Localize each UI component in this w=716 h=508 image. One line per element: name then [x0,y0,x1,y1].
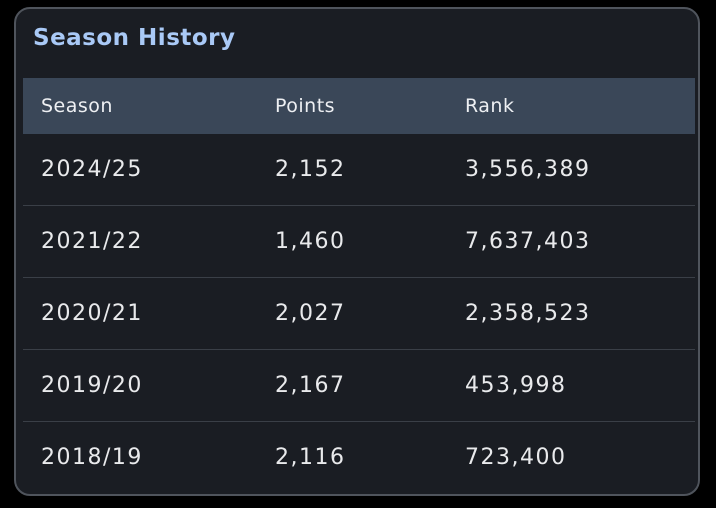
table-cell: 1,460 [275,229,346,254]
table-cell: 2,152 [275,157,346,182]
table-cell: 723,400 [465,445,567,470]
table-cell: 3,556,389 [465,157,591,182]
table-row: 2018/19 2,116 723,400 [23,422,695,493]
header-row: Season Points Rank [23,78,695,134]
card-title: Season History [33,25,236,51]
table-cell: 2,167 [275,373,346,398]
table-cell: 2,027 [275,301,346,326]
table-cell: 2019/20 [41,373,143,398]
table-cell: 2,358,523 [465,301,591,326]
column-header: Season [41,95,113,117]
table-row: 2024/25 2,152 3,556,389 [23,134,695,206]
table-row: 2021/22 1,460 7,637,403 [23,206,695,278]
table-cell: 2020/21 [41,301,143,326]
season-table: Season Points Rank 2024/25 2,152 3,556,389 202… [23,78,695,493]
table-row: 2020/21 2,027 2,358,523 [23,278,695,350]
season-history-card: Season History Season Points Rank 2024/25 2,… [14,7,700,496]
table-cell: 2024/25 [41,157,143,182]
table-cell: 2021/22 [41,229,143,254]
table-cell: 453,998 [465,373,567,398]
table-row: 2019/20 2,167 453,998 [23,350,695,422]
table-cell: 7,637,403 [465,229,591,254]
column-header: Rank [465,95,515,117]
column-header: Points [275,95,336,117]
table-cell: 2,116 [275,445,346,470]
table-cell: 2018/19 [41,445,143,470]
